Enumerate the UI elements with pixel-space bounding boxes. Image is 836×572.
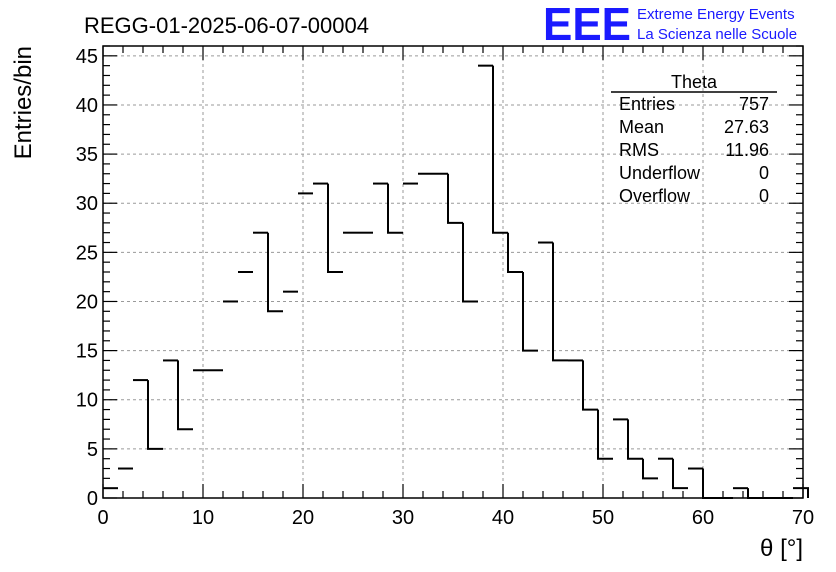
histogram-bin (702, 468, 718, 499)
histogram-bin (793, 487, 809, 498)
x-tick-label: 60 (692, 507, 714, 529)
logo-line-2: La Scienza nelle Scuole (637, 26, 797, 43)
stats-row-value: 0 (759, 186, 769, 206)
x-tick-label: 10 (192, 507, 214, 529)
x-tick-label: 30 (392, 507, 414, 529)
x-tick-label: 70 (792, 507, 814, 529)
histogram-bin (387, 183, 403, 234)
histogram-bin (672, 458, 688, 490)
y-tick-label: 15 (76, 341, 98, 363)
stats-rows: Entries 757 Mean 27.63 RMS 11.96 Underflow 0 Ove… (619, 94, 769, 206)
y-tick-labels: 0 5 10 15 20 25 30 35 40 45 (76, 46, 98, 510)
histogram-bin (597, 409, 613, 460)
stats-row-label: Underflow (619, 163, 701, 183)
histogram-bin (582, 360, 598, 411)
stats-row-value: 0 (759, 163, 769, 183)
plot-frame (102, 45, 804, 499)
y-tick-label: 0 (87, 488, 98, 510)
histogram-bin (507, 232, 523, 273)
histogram-bin (642, 458, 658, 480)
stats-row-label: Entries (619, 94, 675, 114)
y-tick-label: 40 (76, 95, 98, 117)
stats-row-value: 757 (739, 94, 769, 114)
histogram-bin (627, 419, 643, 460)
y-tick-label: 10 (76, 390, 98, 412)
histogram-bin (177, 360, 193, 431)
grid-lines (103, 46, 803, 498)
histogram-series (103, 64, 809, 499)
axis-ticks (102, 45, 804, 499)
stats-row-label: Mean (619, 117, 664, 137)
stats-row-value: 27.63 (724, 117, 769, 137)
y-tick-label: 45 (76, 46, 98, 68)
histogram-bin (462, 222, 478, 303)
stats-box: Theta Entries 757 Mean 27.63 RMS 11.96 Underfl… (611, 72, 777, 206)
x-tick-labels: 0 10 20 30 40 50 60 70 (97, 507, 814, 529)
stats-title: Theta (671, 72, 718, 92)
histogram-bin (447, 173, 463, 224)
stats-row-value: 11.96 (725, 140, 769, 160)
histogram-bin (267, 232, 283, 313)
x-tick-label: 20 (292, 507, 314, 529)
stats-row-label: RMS (619, 140, 659, 160)
run-title: REGG-01-2025-06-07-00004 (84, 13, 369, 38)
y-tick-label: 5 (87, 439, 98, 461)
y-tick-label: 25 (76, 242, 98, 264)
histogram-bin (522, 272, 538, 352)
logo-mark: EEE (543, 0, 631, 50)
histogram-bin (552, 242, 568, 362)
x-axis-title: θ [°] (760, 535, 803, 562)
y-tick-label: 35 (76, 144, 98, 166)
histogram-bin (492, 65, 508, 234)
histogram-bin (747, 488, 763, 499)
histogram-bin (327, 183, 343, 273)
eee-logo: EEE Extreme Energy Events La Scienza nel… (543, 0, 797, 50)
x-tick-label: 0 (97, 507, 108, 529)
y-tick-label: 20 (76, 291, 98, 313)
y-axis-title: Entries/bin (10, 46, 37, 159)
histogram-bin (147, 380, 163, 450)
stats-row-label: Overflow (619, 186, 691, 206)
x-tick-label: 40 (492, 507, 514, 529)
y-tick-label: 30 (76, 193, 98, 215)
logo-line-1: Extreme Energy Events (637, 6, 795, 23)
x-tick-label: 50 (592, 507, 614, 529)
